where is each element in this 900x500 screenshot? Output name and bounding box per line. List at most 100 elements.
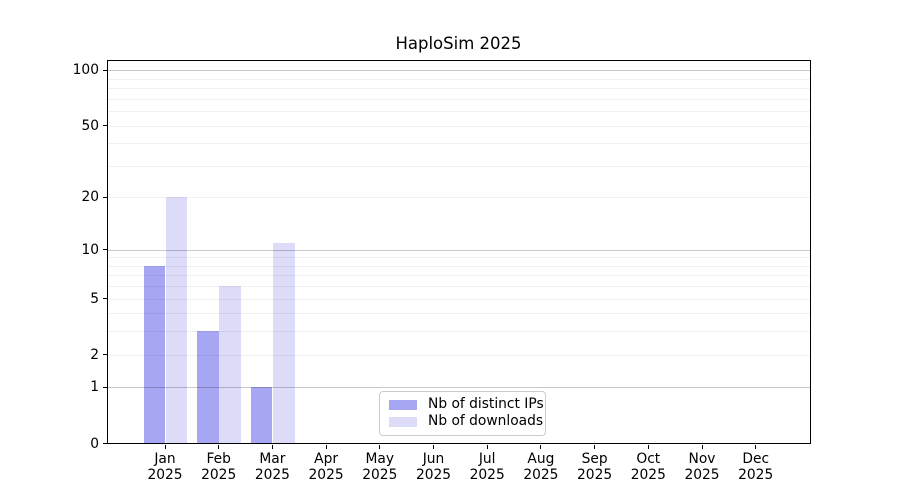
x-tick-label-year: 2025 bbox=[630, 466, 666, 483]
y-tick-label: 1 bbox=[90, 379, 99, 396]
x-tick bbox=[271, 444, 273, 449]
x-tick bbox=[701, 444, 703, 449]
plot-area: 0 1 2 5 10 20 50 100 Jan 2025 Feb 2025 Mar 2025 Apr 20… bbox=[73, 60, 811, 483]
x-tick-label-year: 2025 bbox=[684, 466, 720, 483]
gridline-minor bbox=[107, 125, 810, 127]
x-tick-label-month: Mar bbox=[259, 450, 286, 467]
x-tick-label-month: Nov bbox=[688, 450, 716, 467]
gridline-major bbox=[107, 70, 810, 72]
x-tick-label: Jul 2025 bbox=[455, 451, 519, 483]
x-tick bbox=[594, 444, 596, 449]
x-tick-label-year: 2025 bbox=[308, 466, 344, 483]
x-tick-label: Oct 2025 bbox=[616, 451, 680, 483]
bars-layer bbox=[107, 61, 810, 444]
y-tick bbox=[103, 69, 107, 71]
bar-distinct-ips-feb bbox=[197, 331, 219, 444]
y-tick-label: 20 bbox=[81, 189, 99, 206]
gridline-minor bbox=[107, 98, 810, 100]
y-tick bbox=[103, 125, 107, 127]
legend-swatch-distinct-ips bbox=[389, 400, 417, 411]
x-tick-label-year: 2025 bbox=[523, 466, 559, 483]
y-tick-label: 0 bbox=[90, 435, 99, 452]
x-tick bbox=[379, 444, 381, 449]
gridline-minor bbox=[107, 286, 810, 288]
x-tick-label-month: May bbox=[365, 450, 395, 467]
x-tick-label-year: 2025 bbox=[738, 466, 774, 483]
x-tick bbox=[433, 444, 434, 449]
y-tick bbox=[103, 354, 107, 356]
gridline-minor bbox=[107, 354, 810, 356]
bar-distinct-ips-jan bbox=[143, 265, 165, 444]
y-tick-label: 5 bbox=[90, 290, 99, 307]
bar-distinct-ips-mar bbox=[250, 387, 273, 444]
x-tick-label: Apr 2025 bbox=[294, 451, 358, 483]
gridline-minor bbox=[107, 313, 810, 315]
x-tick-label: Jan 2025 bbox=[133, 451, 197, 483]
y-tick bbox=[103, 298, 107, 300]
x-tick-label: Sep 2025 bbox=[563, 451, 627, 483]
x-tick-label-month: Feb bbox=[206, 450, 231, 467]
x-tick-label: Jun 2025 bbox=[402, 451, 466, 483]
chart-title: HaploSim 2025 bbox=[395, 34, 522, 53]
y-tick bbox=[103, 386, 107, 388]
x-tick bbox=[325, 444, 327, 449]
x-tick-label-year: 2025 bbox=[201, 466, 237, 483]
legend-label-distinct-ips: Nb of distinct IPs bbox=[428, 396, 544, 413]
y-axis: 0 1 2 5 10 20 50 100 bbox=[73, 61, 810, 452]
x-tick-label-month: Dec bbox=[742, 450, 770, 467]
x-tick bbox=[540, 444, 542, 449]
y-tick-label: 2 bbox=[90, 346, 99, 363]
gridline-minor bbox=[107, 78, 810, 80]
gridline-minor bbox=[107, 197, 810, 199]
x-tick bbox=[218, 444, 220, 449]
gridline-major bbox=[107, 249, 810, 251]
gridline-minor bbox=[107, 143, 810, 145]
y-tick bbox=[103, 249, 107, 251]
gridline-minor bbox=[107, 265, 810, 267]
y-tick-label: 100 bbox=[72, 62, 99, 79]
x-tick-label-year: 2025 bbox=[254, 466, 290, 483]
x-tick-label: Mar 2025 bbox=[240, 451, 304, 483]
x-tick bbox=[164, 444, 166, 449]
x-tick-label-month: Jun bbox=[422, 450, 445, 467]
legend-label-downloads: Nb of downloads bbox=[428, 413, 544, 429]
x-tick-label-year: 2025 bbox=[577, 466, 613, 483]
x-tick bbox=[755, 444, 757, 449]
x-tick-label-year: 2025 bbox=[362, 466, 398, 483]
x-tick-label-year: 2025 bbox=[415, 466, 452, 483]
bar-downloads-jan bbox=[165, 197, 188, 444]
gridline-minor bbox=[107, 298, 810, 300]
gridline-minor bbox=[107, 165, 810, 167]
x-axis: Jan 2025 Feb 2025 Mar 2025 Apr 2025 May 2025 Jun 20… bbox=[107, 61, 810, 483]
y-tick bbox=[103, 443, 107, 444]
legend: Nb of distinct IPs Nb of downloads bbox=[379, 391, 546, 436]
legend-swatch-downloads bbox=[389, 416, 417, 427]
x-tick-label-month: Jan bbox=[154, 450, 176, 467]
x-tick-label: Aug 2025 bbox=[509, 451, 573, 483]
x-tick bbox=[486, 444, 488, 449]
x-tick-label-month: Jul bbox=[478, 450, 496, 467]
x-tick-label: May 2025 bbox=[348, 451, 412, 483]
legend-item-downloads: Nb of downloads bbox=[389, 414, 543, 429]
x-tick-label-month: Apr bbox=[314, 450, 339, 467]
gridline-minor bbox=[107, 111, 810, 113]
x-tick-label-year: 2025 bbox=[147, 466, 183, 483]
x-tick-label: Dec 2025 bbox=[724, 451, 788, 483]
x-tick-label-month: Sep bbox=[581, 450, 608, 467]
x-tick-label: Feb 2025 bbox=[187, 451, 251, 483]
legend-item-distinct-ips: Nb of distinct IPs bbox=[389, 397, 544, 412]
gridline-minor bbox=[107, 331, 810, 333]
gridline-minor bbox=[107, 275, 810, 277]
gridline-minor bbox=[107, 257, 810, 259]
gridlines-layer bbox=[107, 61, 810, 444]
x-tick-label: Nov 2025 bbox=[670, 451, 734, 483]
x-tick-label-year: 2025 bbox=[469, 466, 505, 483]
x-tick-label-month: Aug bbox=[527, 450, 555, 467]
gridline-major bbox=[107, 387, 810, 389]
y-tick bbox=[103, 196, 107, 198]
bar-downloads-mar bbox=[273, 242, 295, 444]
x-tick bbox=[647, 444, 649, 449]
bar-downloads-feb bbox=[219, 286, 241, 444]
y-tick-label: 50 bbox=[81, 117, 99, 134]
